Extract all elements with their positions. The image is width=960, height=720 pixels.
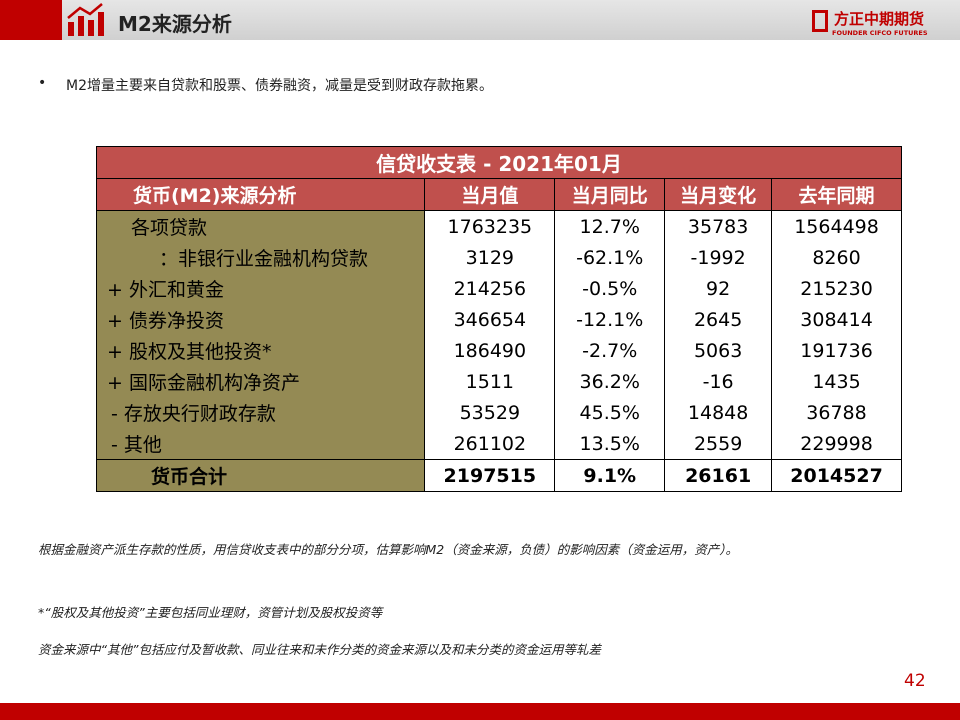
cell: 2645 [664, 304, 773, 335]
footer-bar [0, 703, 960, 720]
cell: 9.1% [554, 459, 666, 492]
cell: 186490 [424, 335, 556, 366]
cell: 1763235 [424, 210, 556, 242]
row-label: - 存放央行财政存款 [95, 397, 426, 428]
logo-cn: 方正中期期货 [834, 10, 925, 28]
cell: 45.5% [554, 397, 666, 428]
cell: 13.5% [554, 428, 666, 460]
note: 根据金融资产派生存款的性质，用信贷收支表中的部分分项，估算影响M2（资金来源，负… [38, 542, 738, 557]
row-label: + 外汇和黄金 [95, 273, 426, 304]
table-row: + 债券净投资 346654 -12.1% 2645 308414 [95, 304, 902, 335]
header-accent [0, 0, 62, 40]
bullet-text: M2增量主要来自贷款和股票、债券融资，减量是受到财政存款拖累。 [66, 78, 493, 94]
cell: 2559 [664, 428, 773, 460]
bullet: M2增量主要来自贷款和股票、债券融资，减量是受到财政存款拖累。 [38, 75, 493, 95]
row-label: 货币(M2)来源分析 [95, 178, 426, 211]
cell: -0.5% [554, 273, 666, 304]
row-label: + 债券净投资 [95, 304, 426, 335]
cell: 当月同比 [554, 178, 666, 211]
table: 信贷收支表 - 2021年01月 货币(M2)来源分析 当月值 当月同比 当月变化 去年同… [95, 146, 902, 492]
table-row: + 国际金融机构净资产 1511 36.2% -16 1435 [95, 366, 902, 397]
cell: 5063 [664, 335, 773, 366]
table-row: 货币(M2)来源分析 当月值 当月同比 当月变化 去年同期 [95, 178, 902, 211]
cell: 26161 [664, 459, 773, 492]
cell: 1435 [771, 366, 902, 397]
cell: 2014527 [771, 459, 902, 492]
row-label: + 国际金融机构净资产 [95, 366, 426, 397]
cell: 1511 [424, 366, 556, 397]
cell: 346654 [424, 304, 556, 335]
cell: 去年同期 [771, 178, 902, 211]
cell: 36788 [771, 397, 902, 428]
cell: -12.1% [554, 304, 666, 335]
cell: -1992 [664, 242, 773, 273]
page-number: 42 [904, 671, 926, 691]
cell: 当月值 [424, 178, 556, 211]
cell: -16 [664, 366, 773, 397]
cell: -62.1% [554, 242, 666, 273]
note: *“股权及其他投资”主要包括同业理财，资管计划及股权投资等 [38, 605, 383, 620]
row-label: ：非银行业金融机构贷款 [95, 242, 426, 273]
cell: 229998 [771, 428, 902, 460]
row-label: - 其他 [95, 428, 426, 460]
table-row: + 股权及其他投资* 186490 -2.7% 5063 191736 [95, 335, 902, 366]
cell: 214256 [424, 273, 556, 304]
table-row: - 其他 261102 13.5% 2559 229998 [95, 428, 902, 460]
table-row: + 外汇和黄金 214256 -0.5% 92 215230 [95, 273, 902, 304]
logo: 方正中期期货 FOUNDER CIFCO FUTURES [812, 8, 928, 37]
cell: 261102 [424, 428, 556, 460]
cell: 35783 [664, 210, 773, 242]
table-title: 信贷收支表 - 2021年01月 [96, 146, 902, 179]
note: 资金来源中“其他”包括应付及暂收款、同业往来和未作分类的资金来源以及和未分类的资… [38, 642, 601, 657]
table-row: 各项贷款 1763235 12.7% 35783 1564498 [95, 210, 902, 242]
table-row: - 存放央行财政存款 53529 45.5% 14848 36788 [95, 397, 902, 428]
header-bar [0, 0, 960, 40]
row-label: 各项贷款 [95, 210, 426, 242]
table-row: ：非银行业金融机构贷款 3129 -62.1% -1992 8260 [95, 242, 902, 273]
cell: -2.7% [554, 335, 666, 366]
cell: 当月变化 [664, 178, 773, 211]
row-label: + 股权及其他投资* [95, 335, 426, 366]
cell: 215230 [771, 273, 902, 304]
cell: 8260 [771, 242, 902, 273]
row-label: 货币合计 [95, 459, 426, 492]
cell: 53529 [424, 397, 556, 428]
cell: 191736 [771, 335, 902, 366]
logo-en: FOUNDER CIFCO FUTURES [832, 29, 928, 37]
table-row: 货币合计 2197515 9.1% 26161 2014527 [95, 459, 902, 492]
chart-icon [67, 3, 104, 36]
cell: 12.7% [554, 210, 666, 242]
cell: 36.2% [554, 366, 666, 397]
cell: 3129 [424, 242, 556, 273]
cell: 2197515 [424, 459, 556, 492]
cell: 92 [664, 273, 773, 304]
cell: 1564498 [771, 210, 902, 242]
cell: 308414 [771, 304, 902, 335]
cell: 14848 [664, 397, 773, 428]
slide-title: M2来源分析 [118, 12, 232, 36]
